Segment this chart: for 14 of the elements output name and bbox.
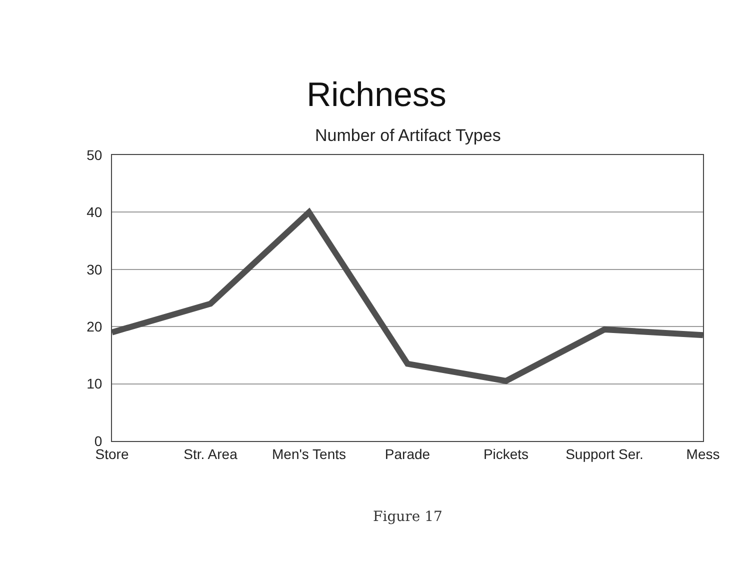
y-tick-label: 10 — [86, 376, 102, 392]
x-tick-label: Men's Tents — [272, 446, 346, 462]
y-tick-label: 30 — [86, 261, 102, 278]
x-tick-label: Parade — [384, 446, 430, 462]
y-tick-label: 20 — [86, 318, 102, 334]
y-tick-label: 40 — [86, 204, 102, 220]
chart-title: Richness — [306, 76, 446, 114]
y-tick-label: 50 — [86, 146, 102, 163]
x-tick-label: Pickets — [483, 446, 529, 462]
x-tick-label: Support Ser. — [566, 446, 644, 462]
x-tick-label: Mess — [686, 446, 720, 462]
x-tick-label: Str. Area — [184, 446, 238, 462]
chart-subtitle: Number of Artifact Types — [315, 126, 501, 145]
caption: Figure 17 — [373, 509, 442, 525]
